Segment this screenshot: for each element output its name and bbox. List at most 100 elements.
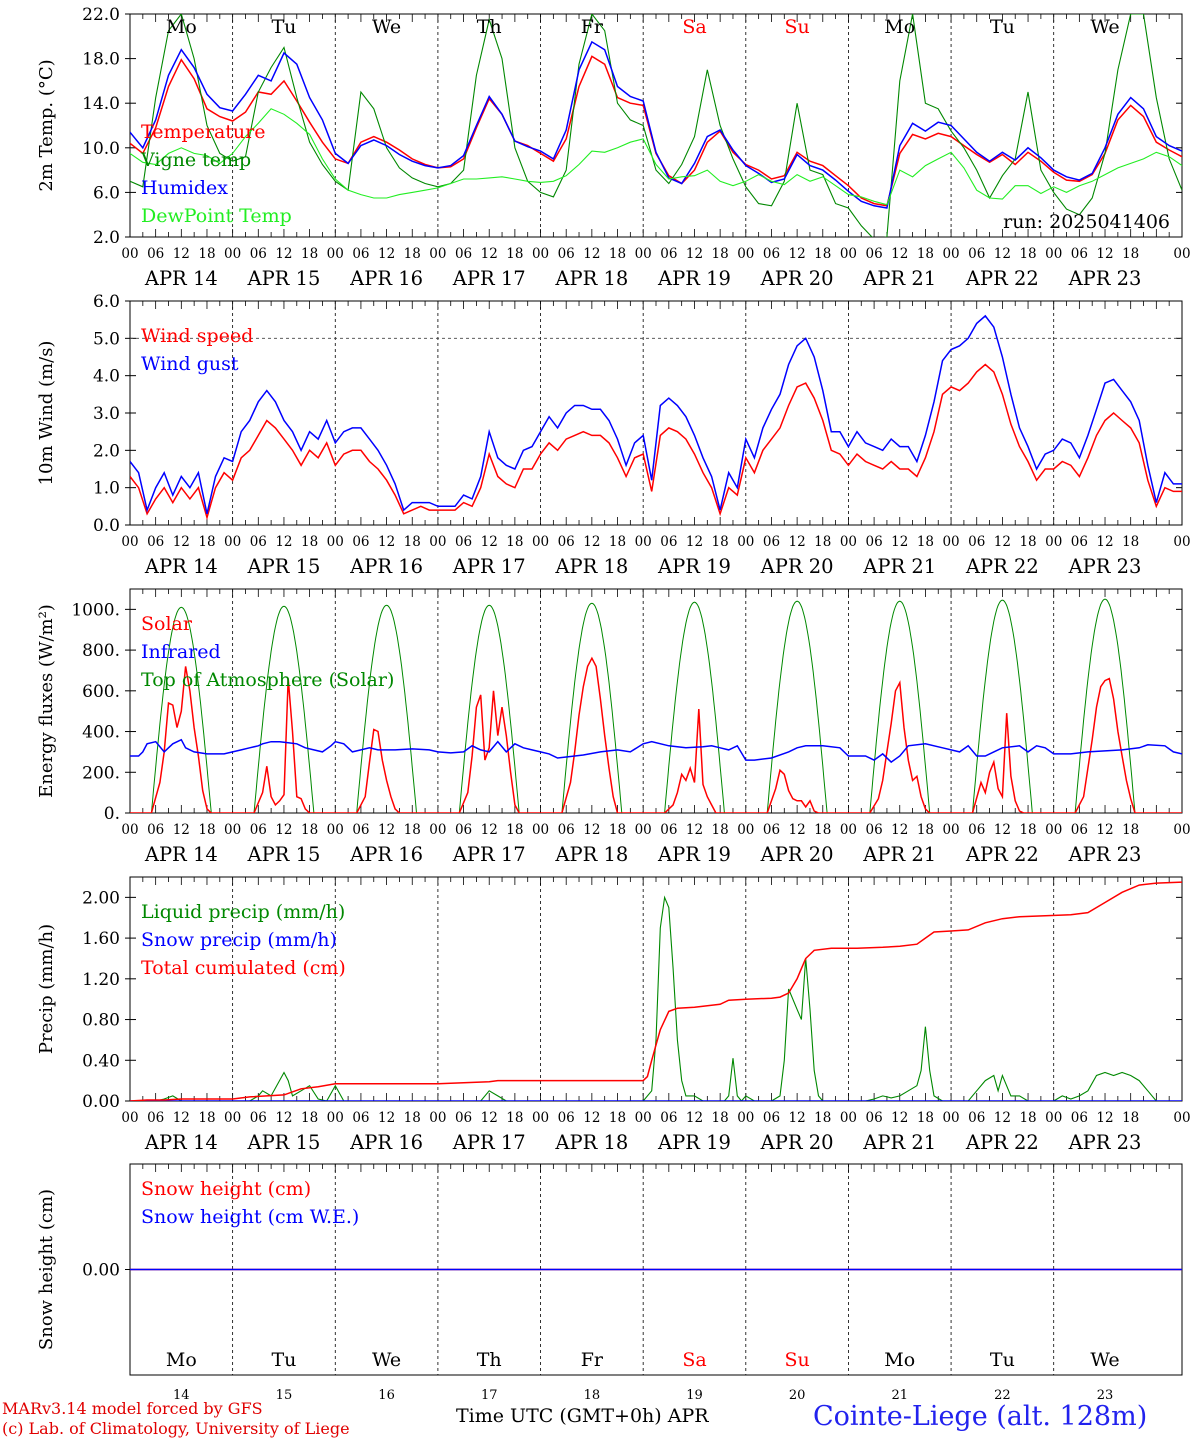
legend-entry: Wind gust [141, 353, 239, 375]
day-number: 15 [276, 1388, 293, 1403]
day-label: APR 15 [246, 555, 320, 578]
day-label: APR 15 [246, 267, 320, 290]
hour-tick-label: 00 [121, 822, 138, 838]
hour-tick-label: 18 [609, 1110, 626, 1126]
y-tick-label: 0. [104, 804, 120, 824]
hour-tick-label: 06 [250, 822, 267, 838]
hour-tick-label: 18 [301, 822, 318, 838]
day-label: APR 20 [760, 555, 834, 578]
day-number: 23 [1097, 1388, 1114, 1403]
hour-tick-label: 00 [121, 534, 138, 550]
hour-tick-label: 12 [378, 246, 395, 262]
hour-tick-label: 18 [609, 822, 626, 838]
weekday-label: Tu [990, 16, 1015, 38]
weekday-label: Sa [682, 1349, 706, 1371]
hour-tick-label: 12 [481, 534, 498, 550]
hour-tick-label: 12 [481, 822, 498, 838]
weekday-label: Su [784, 1349, 809, 1371]
hour-tick-label: 00 [327, 1110, 344, 1126]
hour-tick-label: 12 [686, 534, 703, 550]
hour-tick-label: 12 [173, 1110, 190, 1126]
day-label: APR 23 [1068, 555, 1142, 578]
hour-tick-label: 18 [917, 534, 934, 550]
hour-tick-label: 06 [558, 1110, 575, 1126]
weekday-label: Tu [990, 1349, 1015, 1371]
hour-tick-label: 06 [968, 246, 985, 262]
hour-tick-label: 06 [147, 822, 164, 838]
hour-tick-label: 12 [275, 1110, 292, 1126]
weekday-label: We [372, 16, 401, 38]
day-label: APR 22 [965, 1131, 1039, 1154]
day-label: APR 14 [144, 267, 218, 290]
weekday-label: Mo [166, 1349, 197, 1371]
series-wind-speed [130, 363, 1182, 521]
hour-tick-label: 06 [352, 1110, 369, 1126]
y-tick-label: 200. [82, 763, 120, 783]
hour-tick-label: 12 [173, 534, 190, 550]
hour-tick-label: 00 [429, 534, 446, 550]
hour-tick-label: 12 [583, 534, 600, 550]
weekday-label: We [372, 1349, 401, 1371]
hour-tick-label: 12 [173, 246, 190, 262]
y-axis-label: 2m Temp. (°C) [36, 59, 57, 191]
day-label: APR 16 [349, 555, 423, 578]
hour-tick-label: 12 [994, 246, 1011, 262]
series-total-cumulated-cm- [130, 881, 1182, 1101]
hour-tick-label: 00 [737, 534, 754, 550]
hour-tick-label: 18 [712, 1110, 729, 1126]
hour-tick-label: 18 [1019, 246, 1036, 262]
hour-tick-label: 18 [712, 534, 729, 550]
hour-tick-label: 06 [1071, 246, 1088, 262]
hour-tick-label: 18 [198, 246, 215, 262]
day-label: APR 16 [349, 267, 423, 290]
panel-3: 0. 200. 400. 600. 800. 1000. Energy fluxes (W/… [36, 588, 1191, 866]
day-label: APR 23 [1068, 1131, 1142, 1154]
hour-tick-label: 00 [429, 246, 446, 262]
y-tick-label: 2.0 [93, 441, 120, 461]
weekday-label: Sa [682, 16, 706, 38]
hour-tick-label: 06 [763, 534, 780, 550]
hour-tick-label: 12 [275, 822, 292, 838]
hour-tick-label: 00 [840, 822, 857, 838]
legend-entry: Snow height (cm) [141, 1178, 311, 1200]
y-tick-label: 5.0 [93, 329, 120, 349]
hour-tick-label: 00 [121, 1110, 138, 1126]
hour-tick-label: 06 [250, 534, 267, 550]
hour-tick-label: 00 [737, 1110, 754, 1126]
day-number: 21 [891, 1388, 908, 1403]
hour-tick-label: 12 [481, 246, 498, 262]
hour-tick-label: 12 [686, 1110, 703, 1126]
legend-entry: Infrared [141, 641, 221, 663]
hour-tick-label: 06 [558, 246, 575, 262]
hour-tick-label: 18 [301, 1110, 318, 1126]
weekday-label: We [1090, 16, 1119, 38]
legend-entry: Liquid precip (mm/h) [141, 901, 345, 923]
weekday-label: Th [477, 16, 502, 38]
series-group [130, 598, 1182, 813]
day-label: APR 19 [657, 1131, 731, 1154]
hour-tick-label: 18 [301, 534, 318, 550]
series-dewpoint-temp [130, 108, 1182, 206]
hour-tick-label: 18 [404, 534, 421, 550]
day-label: APR 20 [760, 1131, 834, 1154]
y-tick-label: 0.0 [93, 516, 120, 536]
hour-tick-label: 18 [712, 822, 729, 838]
day-label: APR 22 [965, 555, 1039, 578]
day-label: APR 21 [862, 267, 936, 290]
y-tick-label: 3.0 [93, 404, 120, 424]
hour-tick-label: 06 [660, 822, 677, 838]
series-infrared [130, 738, 1182, 764]
legend-entry: Snow precip (mm/h) [141, 929, 337, 951]
day-label: APR 20 [760, 843, 834, 866]
day-label: APR 20 [760, 267, 834, 290]
hour-tick-label: 12 [789, 822, 806, 838]
series-solar [130, 656, 1182, 813]
hour-tick-label: 00 [737, 246, 754, 262]
hour-tick-label: 12 [891, 246, 908, 262]
hour-tick-label: 12 [378, 534, 395, 550]
hour-tick-label: 00 [840, 1110, 857, 1126]
hour-tick-label: 18 [814, 822, 831, 838]
hour-tick-label: 06 [763, 822, 780, 838]
y-tick-label: 4.0 [93, 367, 120, 387]
